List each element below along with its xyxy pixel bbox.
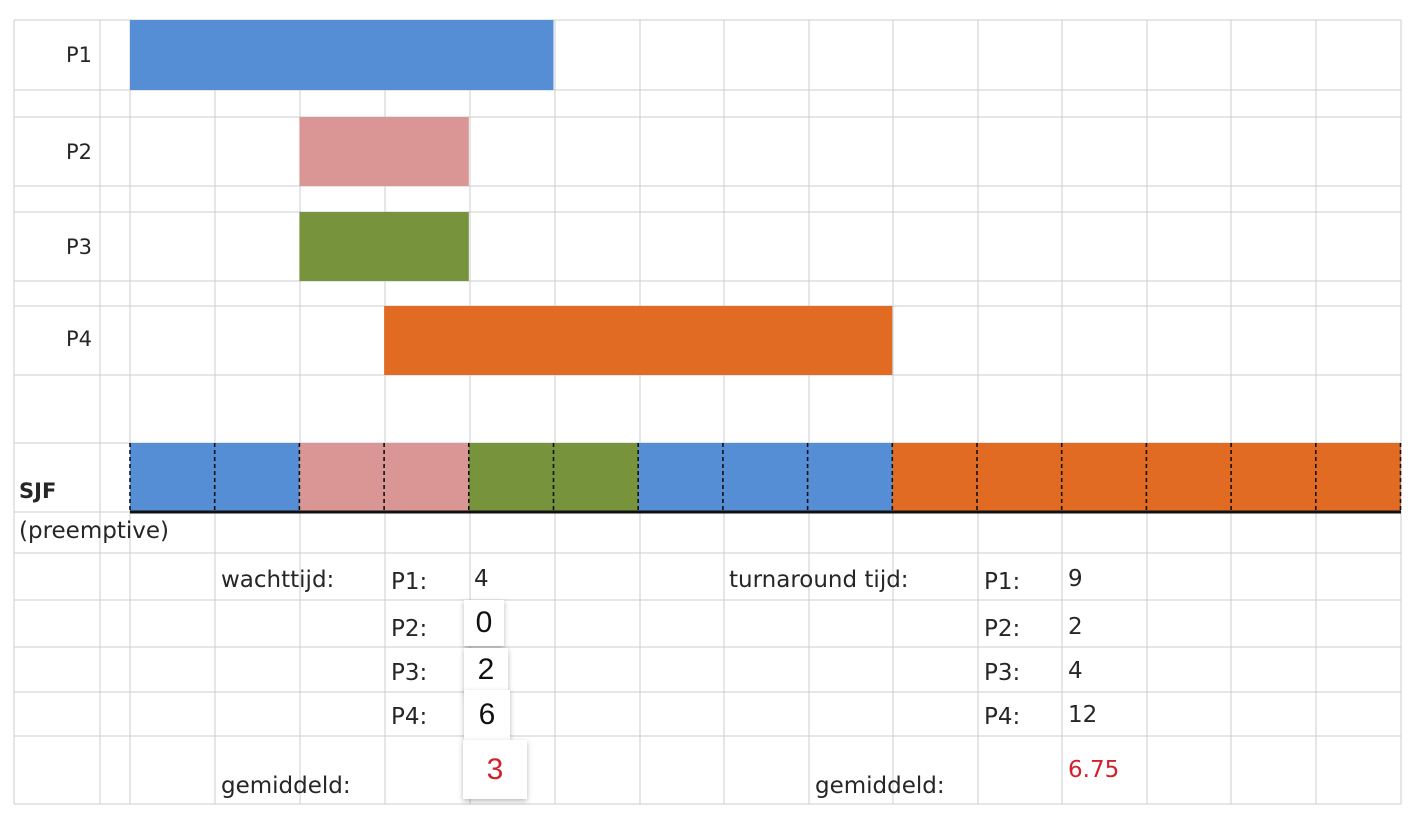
waiting-p4-label: P4:	[391, 704, 428, 730]
turnaround-p1-label: P1:	[984, 569, 1021, 595]
bar-p1	[130, 20, 554, 90]
timeline-cell-p1-t1	[214, 443, 300, 512]
algorithm-sublabel: (preemptive)	[19, 518, 169, 544]
timeline-cell-p2-t2	[299, 443, 385, 512]
timeline-cell-p4-t11	[1061, 443, 1147, 512]
timeline-cell-p1-t6	[638, 443, 724, 512]
waiting-p3-value: 2	[464, 648, 508, 692]
waiting-average-label: gemiddeld:	[221, 773, 351, 799]
turnaround-p2-label: P2:	[984, 616, 1021, 642]
turnaround-time-label: turnaround tijd:	[729, 567, 909, 593]
timeline-cell-p4-t9	[892, 443, 978, 512]
timeline-cell-p2-t3	[384, 443, 470, 512]
waiting-p3-label: P3:	[391, 660, 428, 686]
process-label-p2: P2	[65, 140, 92, 164]
waiting-p4-value: 6	[464, 690, 510, 740]
turnaround-average-label: gemiddeld:	[815, 773, 945, 799]
turnaround-p4-label: P4:	[984, 704, 1021, 730]
timeline-cell-p4-t10	[977, 443, 1063, 512]
timeline-cell-p3-t4	[468, 443, 554, 512]
process-label-p3: P3	[65, 235, 92, 259]
turnaround-p2-value: 2	[1068, 614, 1083, 640]
timeline-cell-p1-t7	[722, 443, 809, 512]
waiting-p1-value: 4	[474, 566, 489, 592]
waiting-p1-label: P1:	[391, 569, 428, 595]
waiting-p2-label: P2:	[391, 616, 428, 642]
waiting-time-label: wachttijd:	[221, 567, 335, 593]
process-label-p1: P1	[65, 43, 92, 67]
turnaround-p3-value: 4	[1068, 658, 1083, 684]
bar-p2	[299, 117, 469, 186]
turnaround-average-value: 6.75	[1068, 757, 1120, 783]
timeline-cell-p4-t12	[1146, 443, 1232, 512]
bar-p3	[299, 212, 469, 281]
timeline-cell-p4-t13	[1231, 443, 1317, 512]
turnaround-p1-value: 9	[1068, 566, 1083, 592]
timeline-cell-p1-t0	[130, 443, 216, 512]
timeline-cell-p1-t8	[807, 443, 893, 512]
turnaround-p4-value: 12	[1068, 702, 1098, 728]
process-label-p4: P4	[65, 327, 92, 351]
timeline-cell-p3-t5	[553, 443, 639, 512]
timeline-cell-p4-t14	[1315, 443, 1401, 512]
waiting-average-value: 3	[463, 740, 527, 799]
turnaround-p3-label: P3:	[984, 660, 1021, 686]
waiting-p2-value: 0	[464, 600, 504, 646]
algorithm-label: SJF	[19, 479, 57, 503]
bar-p4	[384, 306, 893, 375]
